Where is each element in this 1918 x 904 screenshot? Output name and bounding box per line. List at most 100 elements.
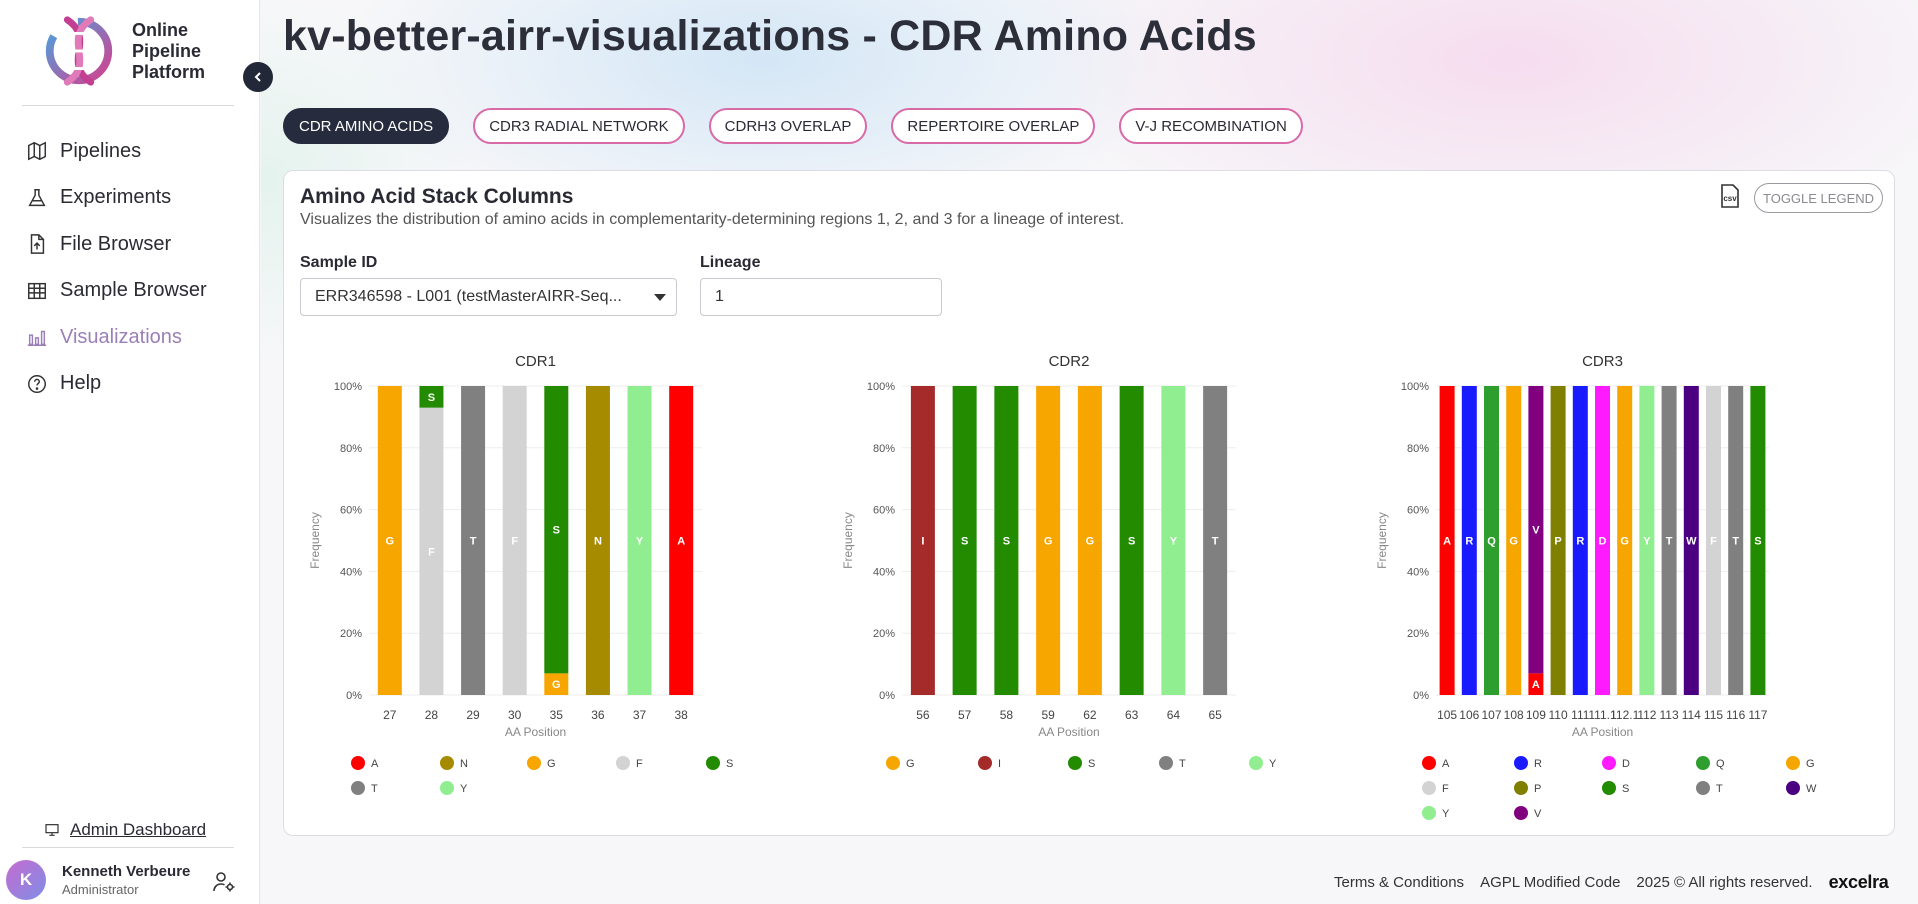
legend-label[interactable]: D — [1622, 758, 1630, 770]
sidebar-item-sample-browser[interactable]: Sample Browser — [26, 268, 246, 315]
legend-swatch[interactable] — [1696, 781, 1710, 795]
license-link[interactable]: AGPL Modified Code — [1480, 874, 1621, 891]
sidebar-item-visualizations[interactable]: Visualizations — [26, 314, 246, 361]
legend-swatch[interactable] — [440, 756, 454, 770]
stacked-bar-segment[interactable] — [1706, 386, 1721, 695]
sample-id-select[interactable]: ERR346598 - L001 (testMasterAIRR-Seq... — [300, 278, 677, 316]
user-profile[interactable]: K Kenneth Verbeure Administrator — [6, 860, 246, 900]
legend-label[interactable]: V — [1534, 808, 1542, 820]
legend-label[interactable]: G — [906, 758, 915, 770]
stacked-bar-segment[interactable] — [1461, 386, 1477, 695]
legend-label[interactable]: A — [371, 758, 379, 770]
stacked-bar-segment[interactable] — [544, 673, 569, 695]
legend-label[interactable]: P — [1534, 783, 1541, 795]
stacked-bar-segment[interactable] — [910, 386, 935, 695]
stacked-bar-segment[interactable] — [1750, 386, 1766, 695]
stacked-bar-segment[interactable] — [1617, 386, 1633, 695]
stacked-bar-segment[interactable] — [952, 386, 977, 695]
legend-label[interactable]: S — [726, 758, 733, 770]
legend-label[interactable]: Y — [1269, 758, 1277, 770]
user-settings-icon[interactable] — [212, 870, 236, 894]
legend-label[interactable]: S — [1088, 758, 1095, 770]
stacked-bar-segment[interactable] — [1439, 386, 1455, 695]
legend-swatch[interactable] — [1602, 781, 1616, 795]
sidebar-item-pipelines[interactable]: Pipelines — [26, 128, 246, 175]
stacked-bar-segment[interactable] — [1036, 386, 1061, 695]
toggle-legend-button[interactable]: TOGGLE LEGEND — [1754, 183, 1884, 213]
legend-swatch[interactable] — [616, 756, 630, 770]
legend-swatch[interactable] — [1422, 781, 1436, 795]
legend-label[interactable]: N — [460, 758, 468, 770]
lineage-input[interactable] — [700, 278, 942, 316]
stacked-bar-segment[interactable] — [1119, 386, 1144, 695]
legend-label[interactable]: F — [636, 758, 643, 770]
legend-swatch[interactable] — [440, 781, 454, 795]
legend-label[interactable]: W — [1806, 783, 1817, 795]
legend-label[interactable]: T — [1179, 758, 1186, 770]
legend-label[interactable]: R — [1534, 758, 1542, 770]
legend-swatch[interactable] — [527, 756, 541, 770]
stacked-bar-segment[interactable] — [1728, 386, 1744, 695]
stacked-bar-segment[interactable] — [1572, 386, 1588, 695]
legend-swatch[interactable] — [978, 756, 992, 770]
stacked-bar-segment[interactable] — [669, 386, 694, 695]
legend-label[interactable]: I — [998, 758, 1001, 770]
legend-label[interactable]: T — [1716, 783, 1723, 795]
legend-swatch[interactable] — [1422, 756, 1436, 770]
stacked-bar-segment[interactable] — [544, 386, 569, 674]
stacked-bar-segment[interactable] — [1683, 386, 1699, 695]
legend-label[interactable]: T — [371, 783, 378, 795]
stacked-bar-segment[interactable] — [1528, 673, 1544, 695]
legend-swatch[interactable] — [1786, 756, 1800, 770]
legend-label[interactable]: Y — [1442, 808, 1450, 820]
legend-label[interactable]: Y — [460, 783, 468, 795]
sidebar-item-experiments[interactable]: Experiments — [26, 175, 246, 222]
sidebar-item-help[interactable]: Help — [26, 361, 246, 408]
sidebar-item-file-browser[interactable]: File Browser — [26, 221, 246, 268]
tab-cdr-amino-acids[interactable]: CDR AMINO ACIDS — [283, 108, 450, 144]
stacked-bar-segment[interactable] — [502, 386, 527, 695]
stacked-bar-segment[interactable] — [461, 386, 486, 695]
csv-download-icon[interactable]: csv — [1717, 183, 1743, 209]
stacked-bar-segment[interactable] — [1595, 386, 1610, 695]
legend-swatch[interactable] — [1696, 756, 1710, 770]
stacked-bar-segment[interactable] — [419, 407, 444, 695]
legend-label[interactable]: G — [1806, 758, 1815, 770]
stacked-bar-segment[interactable] — [1550, 386, 1566, 695]
legend-label[interactable]: S — [1622, 783, 1629, 795]
legend-swatch[interactable] — [351, 756, 365, 770]
legend-swatch[interactable] — [1602, 756, 1616, 770]
stacked-bar-segment[interactable] — [1484, 386, 1499, 695]
legend-swatch[interactable] — [1422, 806, 1436, 820]
legend-label[interactable]: G — [547, 758, 556, 770]
stacked-bar-segment[interactable] — [1203, 386, 1228, 695]
stacked-bar-segment[interactable] — [1506, 386, 1522, 695]
stacked-bar-segment[interactable] — [377, 386, 402, 695]
tab-cdr3-radial-network[interactable]: CDR3 RADIAL NETWORK — [473, 108, 685, 144]
legend-swatch[interactable] — [1159, 756, 1173, 770]
legend-swatch[interactable] — [1068, 756, 1082, 770]
legend-label[interactable]: A — [1442, 758, 1450, 770]
legend-swatch[interactable] — [1514, 756, 1528, 770]
legend-swatch[interactable] — [1249, 756, 1263, 770]
stacked-bar-segment[interactable] — [627, 386, 652, 695]
legend-swatch[interactable] — [351, 781, 365, 795]
legend-swatch[interactable] — [706, 756, 720, 770]
stacked-bar-segment[interactable] — [1661, 386, 1677, 695]
legend-label[interactable]: Q — [1716, 758, 1725, 770]
legend-swatch[interactable] — [1786, 781, 1800, 795]
stacked-bar-segment[interactable] — [1161, 386, 1186, 695]
stacked-bar-segment[interactable] — [1077, 386, 1102, 695]
legend-swatch[interactable] — [1514, 806, 1528, 820]
stacked-bar-segment[interactable] — [1528, 386, 1544, 674]
tab-repertoire-overlap[interactable]: REPERTOIRE OVERLAP — [891, 108, 1096, 144]
legend-label[interactable]: F — [1442, 783, 1449, 795]
tab-cdrh3-overlap[interactable]: CDRH3 OVERLAP — [708, 108, 868, 144]
terms-link[interactable]: Terms & Conditions — [1334, 874, 1465, 891]
stacked-bar-segment[interactable] — [1639, 386, 1655, 695]
tab-vj-recombination[interactable]: V-J RECOMBINATION — [1119, 108, 1303, 144]
legend-swatch[interactable] — [1514, 781, 1528, 795]
legend-swatch[interactable] — [886, 756, 900, 770]
stacked-bar-segment[interactable] — [585, 386, 610, 695]
stacked-bar-segment[interactable] — [419, 386, 444, 408]
